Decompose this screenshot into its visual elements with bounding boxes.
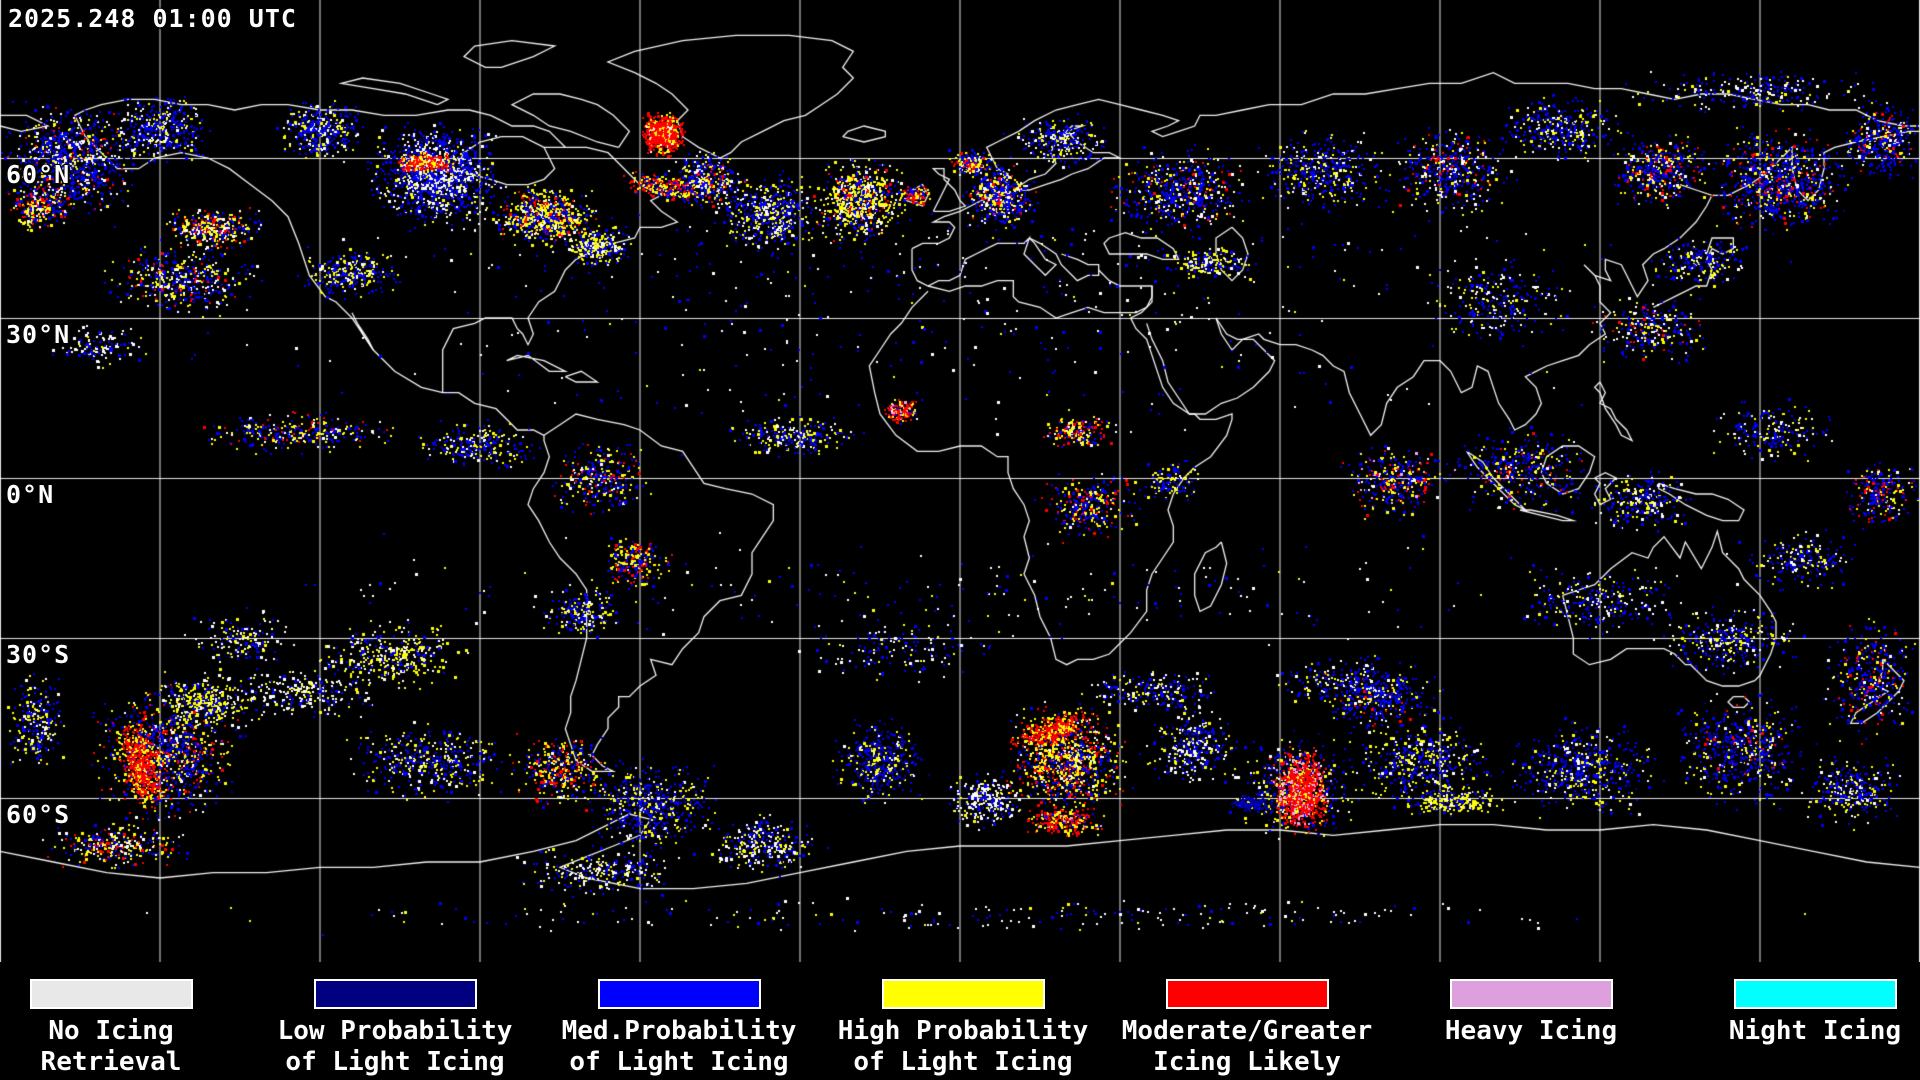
legend-swatch — [881, 979, 1045, 1009]
legend-label-line2: of Light Icing — [285, 1047, 505, 1077]
world-icing-map: 2025.248 01:00 UTC 60°N 30°N 0°N 30°S 60°S — [0, 0, 1920, 962]
legend-item: Night Icing — [1673, 962, 1920, 1047]
legend-item: Heavy Icing — [1389, 962, 1673, 1047]
timestamp-label: 2025.248 01:00 UTC — [8, 4, 297, 33]
legend-swatch — [313, 979, 477, 1009]
latitude-label: 60°S — [6, 800, 71, 829]
legend-label-line2: Icing Likely — [1153, 1047, 1341, 1077]
legend-label-line2: of Light Icing — [569, 1047, 789, 1077]
legend-label-line1: No Icing — [48, 1016, 174, 1046]
legend-label-line1: High Probability — [837, 1016, 1089, 1046]
latitude-label: 30°S — [6, 640, 71, 669]
legend-swatch — [1733, 979, 1897, 1009]
legend-item: Moderate/Greater Icing Likely — [1105, 962, 1389, 1078]
legend-swatch — [1449, 979, 1613, 1009]
legend-label-line2: Retrieval — [40, 1047, 182, 1077]
legend-label-line1: Low Probability — [277, 1016, 513, 1046]
legend-item: Med.Probability of Light Icing — [537, 962, 821, 1078]
legend-item: No Icing Retrieval — [0, 962, 253, 1078]
latitude-label: 30°N — [6, 320, 71, 349]
legend-swatch — [29, 979, 193, 1009]
legend-label-line1: Night Icing — [1728, 1016, 1902, 1046]
legend-item: High Probability of Light Icing — [821, 962, 1105, 1078]
icing-data-canvas — [0, 0, 1920, 962]
legend-label-line1: Heavy Icing — [1444, 1016, 1618, 1046]
legend-swatch — [597, 979, 761, 1009]
legend-label-line1: Med.Probability — [561, 1016, 797, 1046]
legend-swatch — [1165, 979, 1329, 1009]
legend-label-line1: Moderate/Greater — [1121, 1016, 1373, 1046]
latitude-label: 0°N — [6, 480, 55, 509]
legend-label-line2: of Light Icing — [853, 1047, 1073, 1077]
legend-item: Low Probability of Light Icing — [253, 962, 537, 1078]
latitude-label: 60°N — [6, 160, 71, 189]
legend: No Icing Retrieval Low Probability of Li… — [0, 962, 1920, 1080]
